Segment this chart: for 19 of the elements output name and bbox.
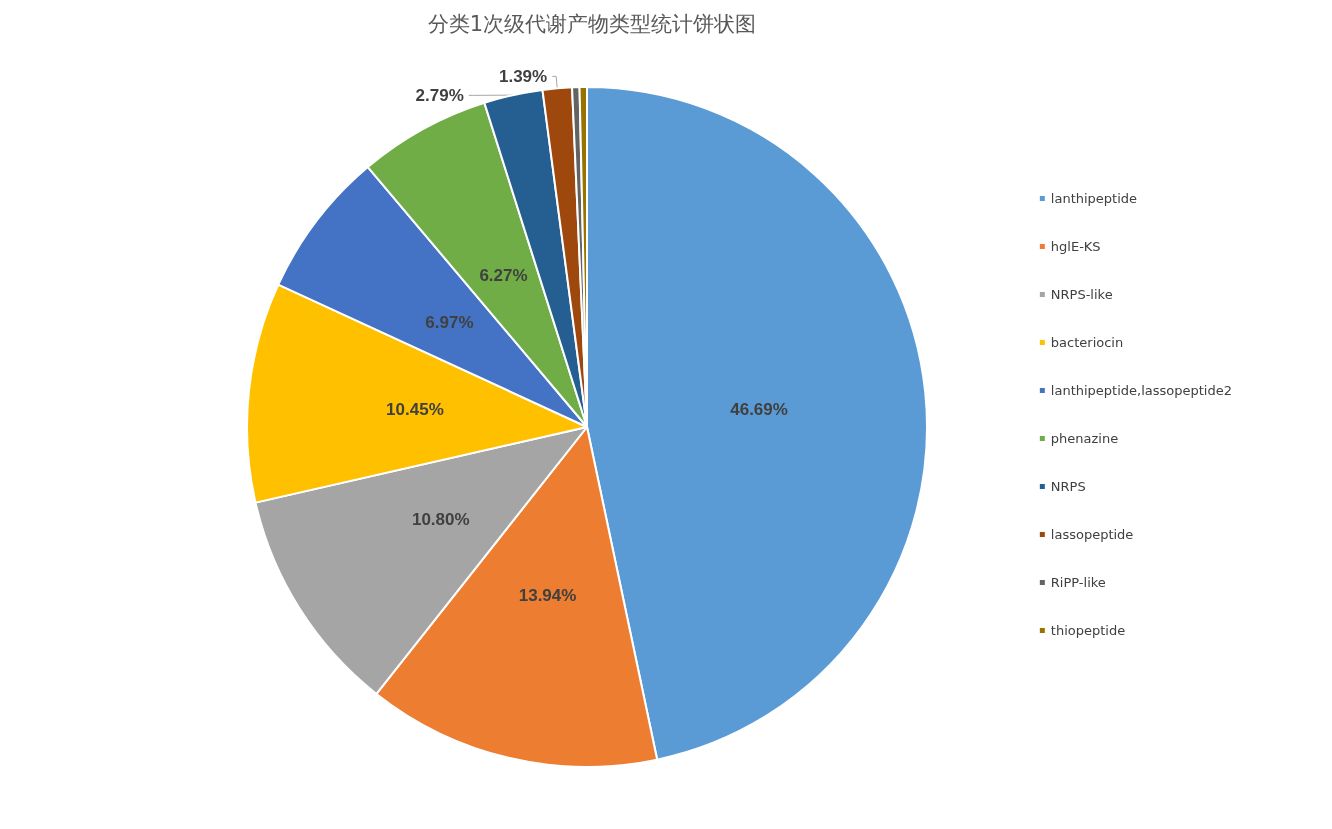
legend-label: thiopeptide [1050,623,1126,638]
data-label: 6.97% [425,312,474,332]
data-label: 6.27% [479,265,528,285]
legend-label: lanthipeptide [1050,191,1138,206]
data-label: 2.79% [415,85,464,105]
legend-label: NRPS-like [1050,287,1113,302]
legend-label: phenazine [1050,431,1119,446]
legend-label: hglE-KS [1050,239,1101,254]
data-label: 46.69% [730,399,788,419]
legend-label: RiPP-like [1050,575,1106,590]
legend-label: lassopeptide [1050,527,1134,542]
data-label: 10.80% [411,509,470,529]
data-label: 1.39% [498,66,548,86]
data-label: 13.94% [518,585,577,605]
chart-title: 分类1次级代谢产物类型统计饼状图 [427,11,757,36]
legend-label: lanthipeptide,lassopeptide2 [1050,383,1232,398]
legend-label: NRPS [1050,479,1086,494]
data-label: 10.45% [386,399,444,419]
legend-label: bacteriocin [1050,335,1124,350]
